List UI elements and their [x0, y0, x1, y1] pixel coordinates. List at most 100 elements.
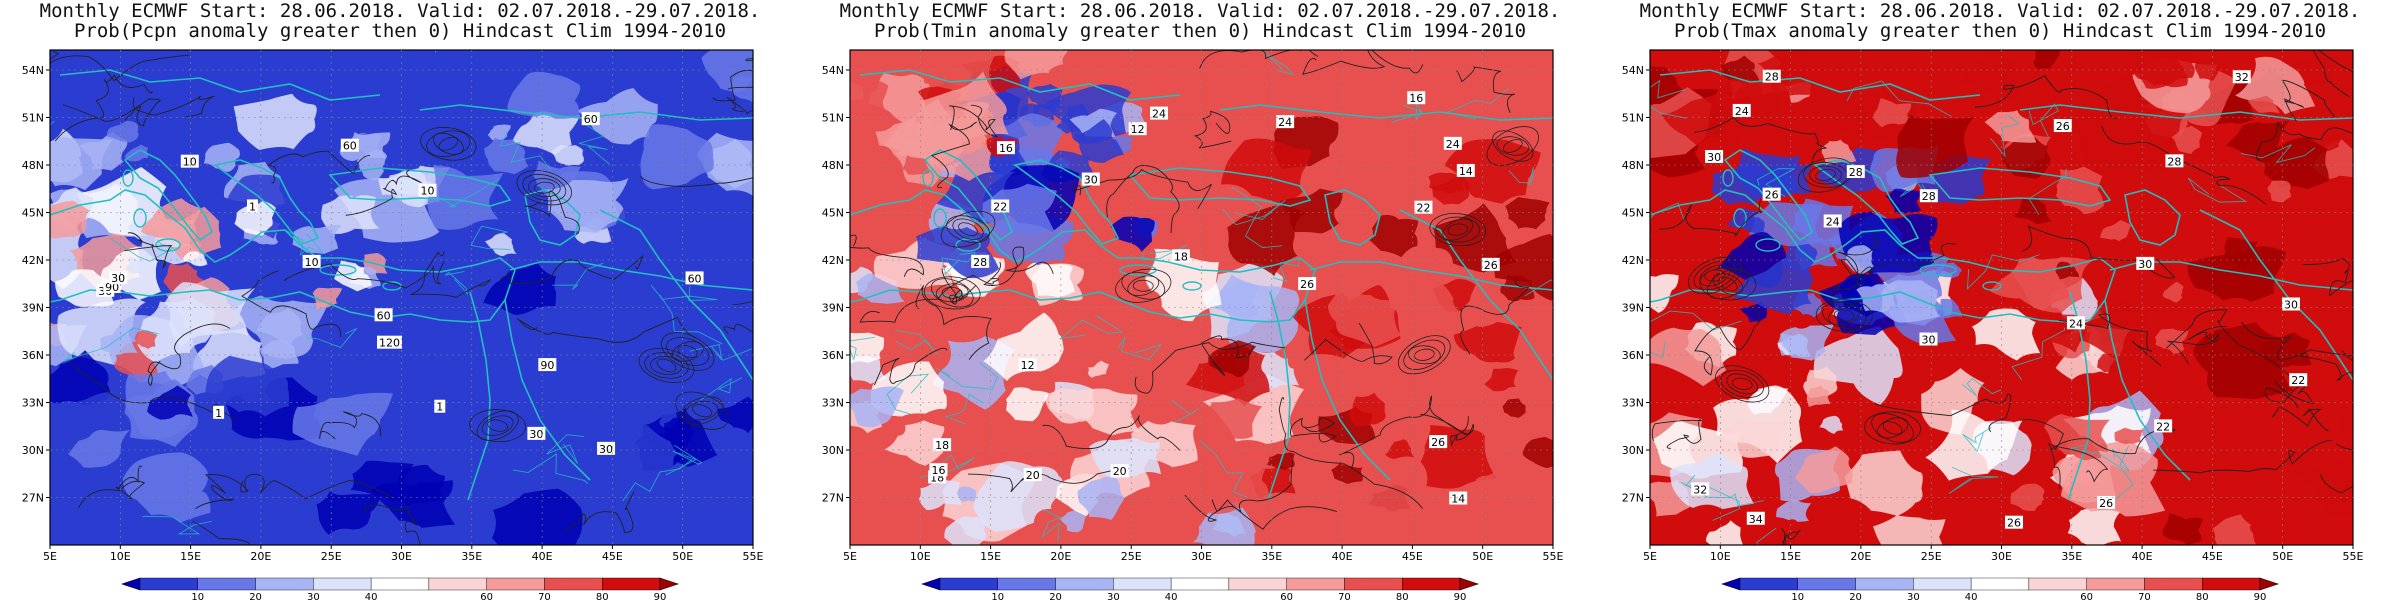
anomaly-field-patch [850, 354, 887, 384]
border-line [1650, 79, 1687, 119]
colorbar-swatch [1228, 577, 1287, 591]
anomaly-field-patch [370, 480, 456, 528]
contour-line [516, 316, 696, 343]
contour-label: 28 [973, 256, 987, 269]
colorbar-arrow-left [1721, 577, 1741, 591]
island-outline [922, 169, 934, 187]
contour-label-bg [1023, 468, 1042, 482]
coastline [419, 104, 753, 121]
contour-ring [1435, 216, 1481, 243]
anomaly-field-patch [2001, 136, 2051, 179]
lon-tick-label: 25E [321, 550, 342, 563]
anomaly-field-patch [334, 260, 373, 292]
colorbar-swatch [2028, 577, 2087, 591]
colorbar-label: 40 [1965, 592, 1978, 600]
contour-label: 30 [599, 443, 613, 456]
coastline [59, 69, 381, 101]
lon-tick-label: 40E [2132, 550, 2153, 563]
coastline [467, 291, 491, 501]
contour-line [2297, 355, 2353, 381]
contour-ring [522, 173, 567, 202]
panel-title-line1: Monthly ECMWF Start: 28.06.2018. Valid: … [39, 0, 761, 22]
anomaly-field-patch [512, 111, 580, 156]
contour-label: 22 [1416, 202, 1430, 215]
contour-label: 26 [1300, 278, 1314, 291]
island-outline [1722, 169, 1734, 187]
contour-label-bg [971, 254, 990, 268]
anomaly-field-patch [1739, 301, 1768, 323]
coastline [2019, 104, 2353, 121]
border-line [109, 237, 175, 262]
anomaly-field-patch [106, 120, 139, 143]
contour-line [2021, 225, 2176, 279]
lat-tick-label: 42N [22, 254, 44, 267]
contour-label: 30 [2138, 258, 2152, 271]
anomaly-field-patch [2131, 53, 2188, 88]
lat-tick-label: 33N [822, 397, 844, 410]
contour-label-bg [1110, 464, 1129, 478]
colorbar-label: 90 [654, 592, 667, 600]
border-line [1272, 260, 1300, 283]
contour-ring [941, 286, 963, 299]
lat-tick-label: 27N [822, 492, 844, 505]
colorbar-swatch [197, 577, 256, 591]
lat-tick-label: 45N [22, 207, 44, 220]
colorbar-pcpn: 10 20 30 40 60 70 80 90 [121, 577, 679, 600]
contour-label-bg [1149, 106, 1168, 120]
anomaly-field-patch [1505, 196, 1550, 230]
lon-tick-label: 35E [2061, 550, 2082, 563]
contour-ring [438, 136, 459, 151]
anomaly-field-patch [1464, 466, 1521, 516]
border-line [1524, 279, 1553, 297]
panel-title-line2: Prob(Tmin anomaly greater then 0) Hindca… [873, 20, 1527, 42]
lat-tick-label: 33N [22, 397, 44, 410]
lon-tick-label: 50E [1472, 550, 1493, 563]
contour-ring [1864, 411, 1921, 445]
contour-line [78, 465, 146, 509]
anomaly-field-patch [687, 296, 751, 344]
colorbar-swatch [1286, 577, 1345, 591]
contour-line [712, 58, 753, 102]
contour-label: 24 [2069, 317, 2083, 330]
contour-label-bg [1746, 511, 1765, 525]
island-outline [1982, 281, 2002, 291]
colorbar-swatch [939, 577, 998, 591]
anomaly-field-patch [1989, 258, 2072, 312]
anomaly-field-patch [122, 452, 211, 523]
contour-line [2019, 419, 2176, 455]
contour-line [1974, 75, 2118, 119]
lat-tick-label: 45N [1622, 207, 1644, 220]
contour-label: 32 [1693, 483, 1707, 496]
map-tmax: 24 26 30 28 22 32 34 26 24 28 30 32 26 30 28 24 22 26 28 30… [1622, 49, 2364, 563]
coastline [1219, 104, 1553, 121]
anomaly-field-patch [1780, 324, 1834, 361]
contour-label-bg [418, 183, 437, 197]
contour-label: 30 [1921, 334, 1935, 347]
contour-label-bg [2165, 154, 2184, 168]
colorbar-swatch [544, 577, 603, 591]
border-line [650, 284, 718, 301]
anomaly-field-patch [2013, 196, 2052, 225]
anomaly-field-patch [164, 282, 255, 348]
contour-line [1106, 164, 1180, 233]
border-line [1058, 314, 1124, 340]
contour-label-bg [2232, 70, 2251, 84]
anomaly-field-patch [234, 200, 276, 236]
coastline [213, 159, 320, 245]
lat-tick-label: 42N [822, 254, 844, 267]
contour-label: 20 [1113, 465, 1127, 478]
colorbar-swatch [1055, 577, 1114, 591]
colorbar-arrow-left [121, 577, 141, 591]
colorbar-swatch [2144, 577, 2203, 591]
contour-label-bg [527, 426, 546, 440]
anomaly-field-patch [50, 488, 96, 545]
coastline [123, 149, 213, 242]
contour-line [147, 323, 231, 387]
contour-ring [656, 358, 677, 373]
contour-label-bg [1414, 200, 1433, 214]
contour-line [1460, 277, 1530, 355]
contour-line [2312, 50, 2353, 98]
contour-line [915, 285, 992, 360]
contour-line [1838, 231, 1880, 288]
contour-label-bg [538, 358, 557, 372]
